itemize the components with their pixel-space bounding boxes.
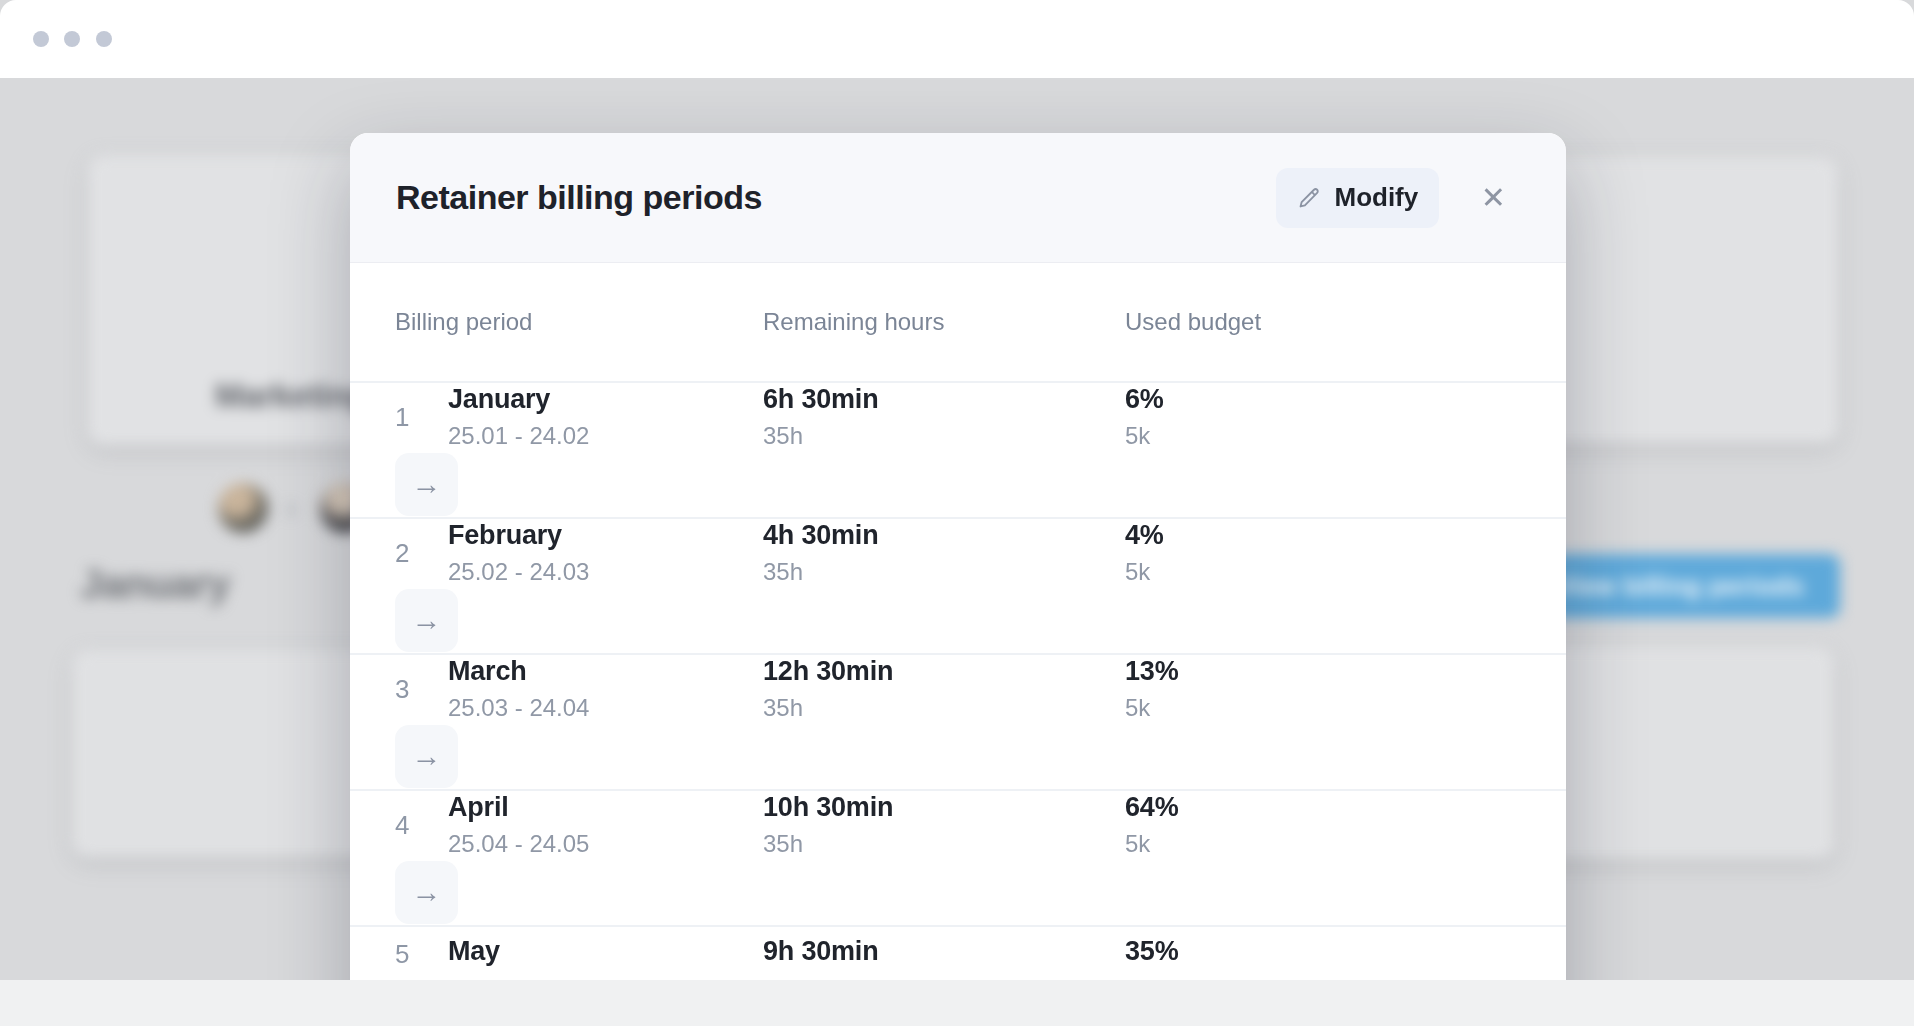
modify-button-label: Modify [1334,182,1418,213]
window-control-icon[interactable] [64,31,80,47]
date-range: 25.01 - 24.02 [448,422,763,450]
used-percent: 6% [1125,384,1439,415]
row-index: 1 [395,402,448,433]
open-period-button[interactable]: → [395,725,458,788]
modify-button[interactable]: Modify [1276,168,1439,228]
window-titlebar [0,0,1914,78]
remaining-hours: 6h 30min [763,384,1125,415]
view-billing-periods-button[interactable]: View billing periods [1520,554,1840,618]
month-name: March [448,656,763,687]
used-budget-cell: 64% 5k [1125,792,1439,858]
arrow-right-icon: → [412,467,442,501]
row-index: 4 [395,810,448,841]
table-row: 2 February 25.02 - 24.03 4h 30min 35h 4%… [350,519,1566,655]
month-name: February [448,520,763,551]
remaining-hours-cell: 4h 30min 35h [763,520,1125,586]
budget-amount: 5k [1125,422,1439,450]
close-icon[interactable]: ✕ [1481,183,1506,213]
open-period-button[interactable]: → [395,861,458,924]
open-period-button[interactable]: → [395,589,458,652]
month-name: May [448,936,763,967]
remaining-hours-cell: 6h 30min 35h [763,384,1125,450]
remaining-hours-cell: 10h 30min 35h [763,792,1125,858]
month-heading: January [80,562,230,607]
date-range: 25.03 - 24.04 [448,694,763,722]
budget-amount: 5k [1125,830,1439,858]
column-header-billing-period: Billing period [395,308,763,336]
used-percent: 35% [1125,936,1439,967]
remaining-hours: 9h 30min [763,936,1125,967]
budget-amount: 5k [1125,694,1439,722]
used-budget-cell: 6% 5k [1125,384,1439,450]
used-percent: 13% [1125,656,1439,687]
billing-period-cell: May [448,936,763,974]
table-row: 1 January 25.01 - 24.02 6h 30min 35h 6% … [350,383,1566,519]
total-hours: 35h [763,422,1125,450]
open-period-button[interactable]: → [395,453,458,516]
budget-amount: 5k [1125,558,1439,586]
column-header-used-budget: Used budget [1125,308,1502,336]
bottom-strip [0,980,1914,1026]
modal-title: Retainer billing periods [396,178,1276,217]
billing-period-cell: April 25.04 - 24.05 [448,792,763,858]
remaining-hours-cell: 9h 30min [763,936,1125,974]
date-range: 25.04 - 24.05 [448,830,763,858]
arrow-right-icon: → [412,739,442,773]
used-budget-cell: 35% [1125,936,1439,974]
remaining-hours: 12h 30min [763,656,1125,687]
month-name: April [448,792,763,823]
used-percent: 4% [1125,520,1439,551]
column-header-remaining-hours: Remaining hours [763,308,1125,336]
remaining-hours: 4h 30min [763,520,1125,551]
window-control-icon[interactable] [33,31,49,47]
billing-period-cell: March 25.03 - 24.04 [448,656,763,722]
table-row: 3 March 25.03 - 24.04 12h 30min 35h 13% … [350,655,1566,791]
retainer-billing-periods-modal: Retainer billing periods Modify ✕ Billin… [350,133,1566,1026]
row-index: 3 [395,674,448,705]
date-range: 25.02 - 24.03 [448,558,763,586]
table-header-row: Billing period Remaining hours Used budg… [350,263,1566,383]
used-budget-cell: 4% 5k [1125,520,1439,586]
billing-period-cell: February 25.02 - 24.03 [448,520,763,586]
pencil-icon [1296,185,1322,211]
month-name: January [448,384,763,415]
chevron-right-icon: › [286,489,297,526]
remaining-hours-cell: 12h 30min 35h [763,656,1125,722]
app-screenshot: Marketing re › January Used hours 76:00 … [0,0,1914,1026]
arrow-right-icon: → [412,875,442,909]
window-control-icon[interactable] [96,31,112,47]
avatar [218,483,268,533]
billing-period-cell: January 25.01 - 24.02 [448,384,763,450]
total-hours: 35h [763,694,1125,722]
row-index: 2 [395,538,448,569]
table-row: 4 April 25.04 - 24.05 10h 30min 35h 64% … [350,791,1566,927]
total-hours: 35h [763,830,1125,858]
arrow-right-icon: → [412,603,442,637]
remaining-hours: 10h 30min [763,792,1125,823]
used-percent: 64% [1125,792,1439,823]
modal-header: Retainer billing periods Modify ✕ [350,133,1566,263]
total-hours: 35h [763,558,1125,586]
used-budget-cell: 13% 5k [1125,656,1439,722]
row-index: 5 [395,939,448,970]
